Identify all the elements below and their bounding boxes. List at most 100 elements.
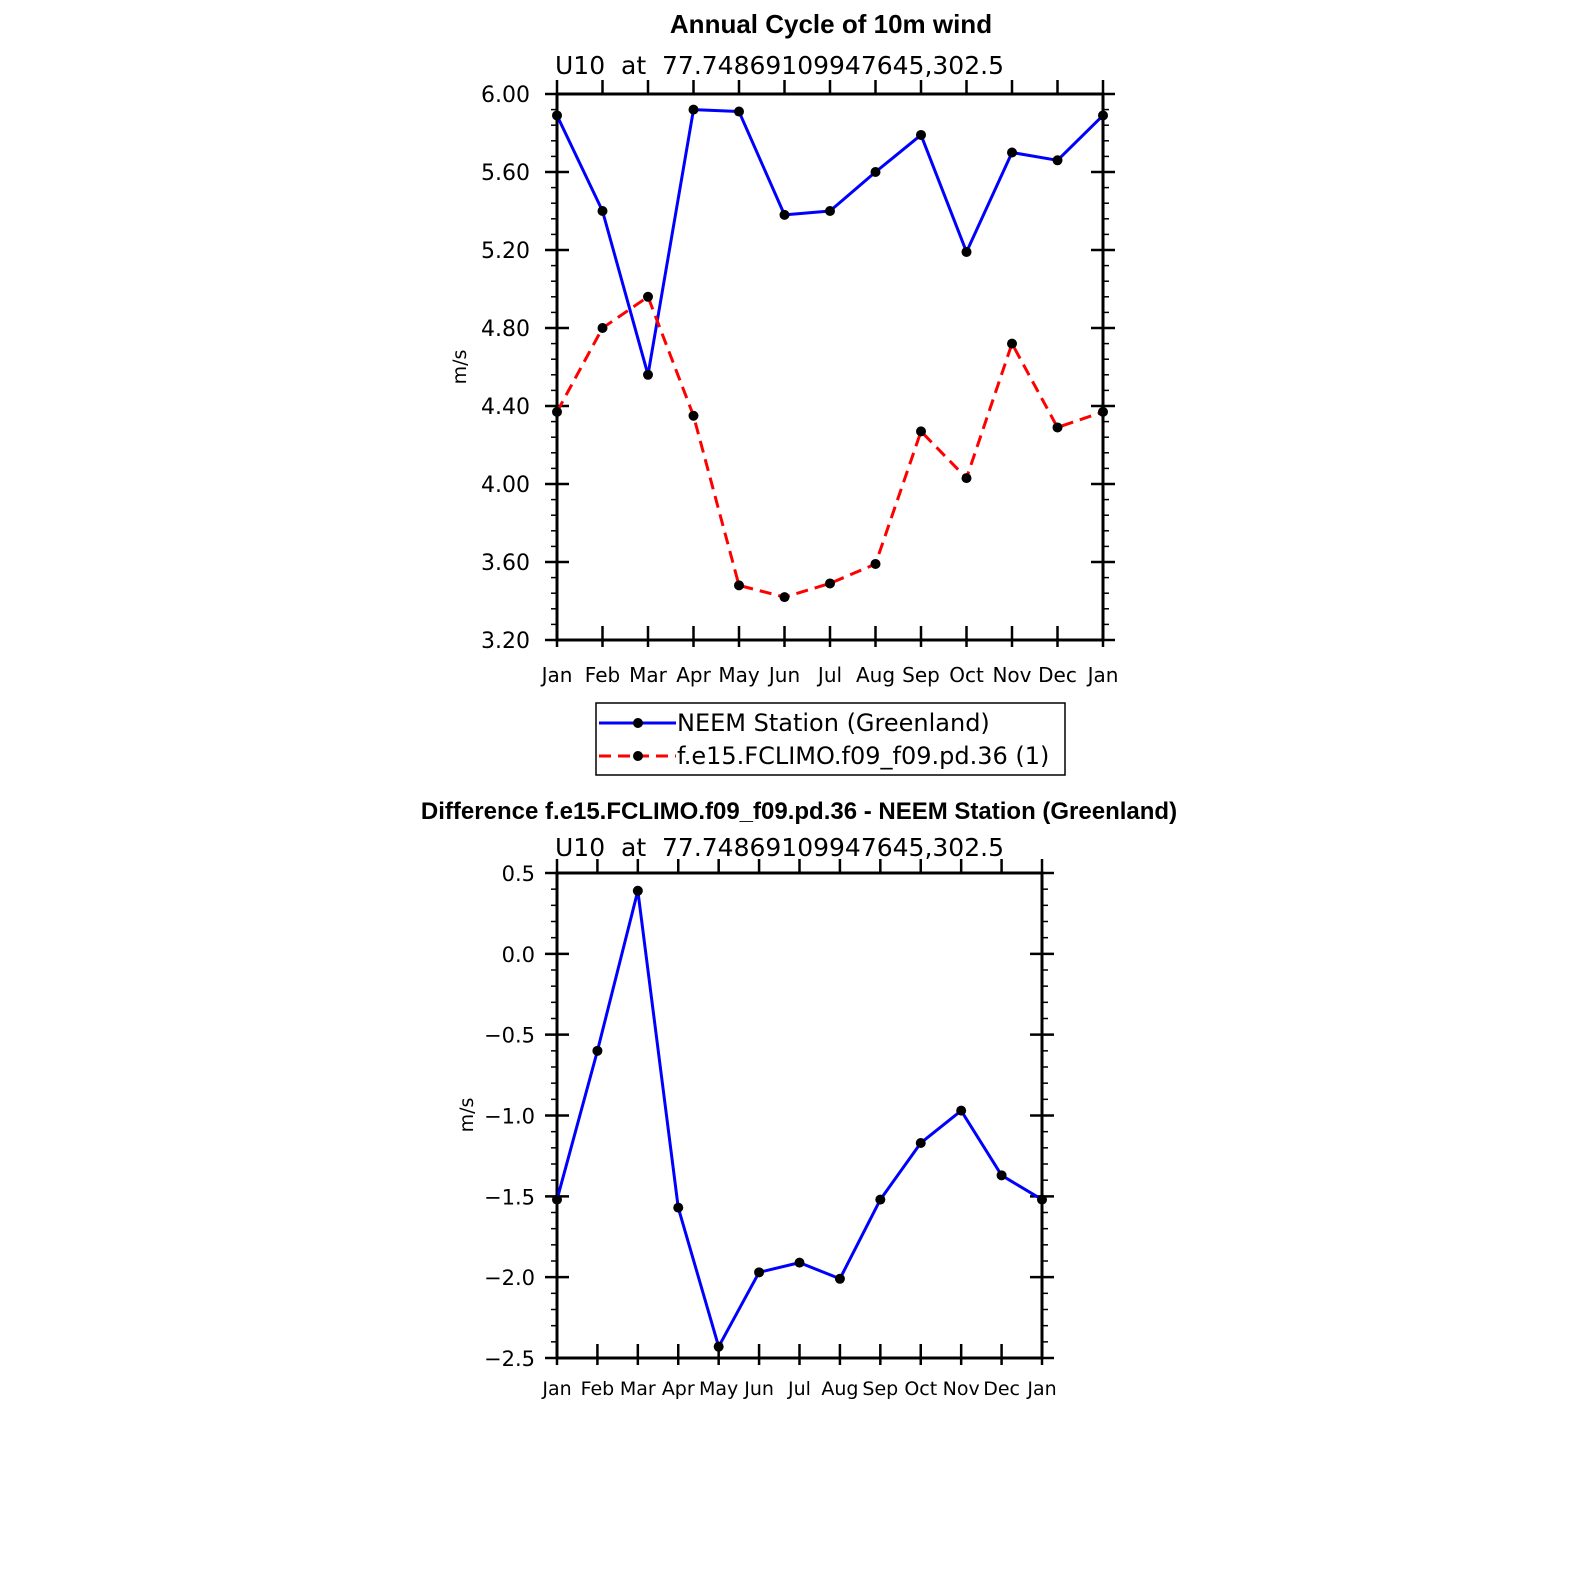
x-tick-label: Feb [581,1378,615,1400]
y-tick-label: 4.80 [481,317,530,342]
y-tick-label: 0.0 [502,943,535,967]
y-tick-label: −2.5 [484,1347,535,1371]
y-tick-labels: 3.20 3.60 4.00 4.40 4.80 5.20 5.60 6.00 [481,83,530,654]
data-point [673,1202,684,1213]
data-point [956,1105,967,1116]
data-point [597,206,608,216]
data-point [794,1257,805,1268]
y-tick-labels: −2.5 −2.0 −1.5 −1.0 −0.5 0.0 0.5 [484,862,535,1371]
data-point [916,129,926,140]
data-point [597,323,608,333]
x-tick-label: Mar [629,663,668,687]
data-point [592,1045,603,1056]
x-tick-label: Apr [676,663,711,687]
x-tick-label: Aug [856,663,895,687]
plot-frame [555,92,1105,642]
chart-annual-cycle: Annual Cycle of 10m wind U10 at 77.74869… [449,9,1119,776]
y-tick-label: −0.5 [484,1024,535,1048]
data-point [996,1170,1007,1181]
x-tick-label: May [718,663,760,687]
y-tick-label: 5.20 [481,239,530,264]
y-tick-label: 6.00 [481,83,530,108]
x-tick-label: Jul [787,1378,811,1400]
x-tick-label: Jan [1086,663,1119,687]
x-tick-labels: Jan Feb Mar Apr May Jun Jul Aug Sep Oct Nov Dec Jan [541,1378,1056,1400]
data-point [875,1194,886,1205]
x-tick-label: Nov [992,663,1031,687]
data-point [754,1267,765,1278]
chart-subtitle: U10 at 77.74869109947645,302.5 [555,51,1004,80]
y-tick-label: −2.0 [484,1266,535,1290]
x-tick-label: Jul [816,663,842,687]
data-point [632,885,643,896]
series-layer [552,885,1047,1352]
legend-marker-neem [633,718,643,728]
y-tick-label: 4.40 [481,395,530,420]
data-point [552,1194,562,1205]
legend: NEEM Station (Greenland) f.e15.FCLIMO.f0… [595,702,1066,776]
x-tick-label: Jan [1026,1378,1056,1400]
x-tick-label: Apr [662,1378,695,1400]
chart-subtitle: U10 at 77.74869109947645,302.5 [555,833,1004,862]
y-tick-label: 3.60 [481,551,530,576]
y-ticks [545,871,1054,1360]
data-point [713,1341,724,1352]
data-point [825,578,835,589]
y-axis-label: m/s [449,350,471,385]
data-point [1052,155,1063,166]
x-tick-label: Sep [862,1378,898,1400]
x-tick-label: Aug [821,1378,858,1400]
legend-marker-model [633,751,643,761]
data-point [643,291,653,302]
data-point [1007,147,1017,158]
y-tick-label: 5.60 [481,161,530,186]
data-point [779,592,790,603]
x-ticks [555,80,1105,647]
data-point [779,209,790,220]
data-point [916,426,926,437]
legend-label-model: f.e15.FCLIMO.f09_f09.pd.36 (1) [677,742,1049,770]
data-point [552,406,562,417]
data-point [688,104,699,115]
y-tick-label: −1.0 [484,1105,535,1129]
x-tick-label: Mar [620,1378,656,1400]
data-point [825,206,835,216]
x-tick-label: Jun [743,1378,774,1400]
data-point [870,167,881,177]
data-point [688,410,699,421]
data-point [1098,406,1108,417]
y-tick-label: 4.00 [481,473,530,498]
x-tick-label: Oct [949,663,984,687]
x-tick-label: May [699,1378,738,1400]
x-tick-labels: Jan Feb Mar Apr May Jun Jul Aug Sep Oct Nov Dec Jan [540,663,1119,687]
y-tick-label: −1.5 [484,1185,535,1209]
data-point [1052,422,1063,433]
series-line [555,889,1043,1349]
legend-box [595,702,1066,776]
chart-title: Difference f.e15.FCLIMO.f09_f09.pd.36 - … [421,798,1177,825]
y-tick-label: 0.5 [502,862,535,886]
x-tick-label: Jun [767,663,800,687]
chart-title: Annual Cycle of 10m wind [670,9,992,39]
series-line [555,108,1105,377]
data-point [552,110,562,121]
x-ticks [555,859,1044,1365]
data-point [734,106,744,117]
y-ticks [545,92,1115,642]
data-point [1098,110,1108,121]
data-point [734,580,744,591]
plot-frame [555,871,1044,1360]
y-axis-label: m/s [456,1098,478,1133]
x-tick-label: Dec [1038,663,1077,687]
x-tick-label: Jan [541,1378,571,1400]
x-tick-label: Dec [983,1378,1020,1400]
data-point [915,1137,926,1148]
data-point [961,246,972,257]
data-point [1037,1194,1047,1205]
legend-label-neem: NEEM Station (Greenland) [677,709,990,737]
x-tick-label: Nov [943,1378,980,1400]
data-point [643,369,653,380]
x-tick-label: Feb [585,663,620,687]
y-tick-label: 3.20 [481,629,530,654]
